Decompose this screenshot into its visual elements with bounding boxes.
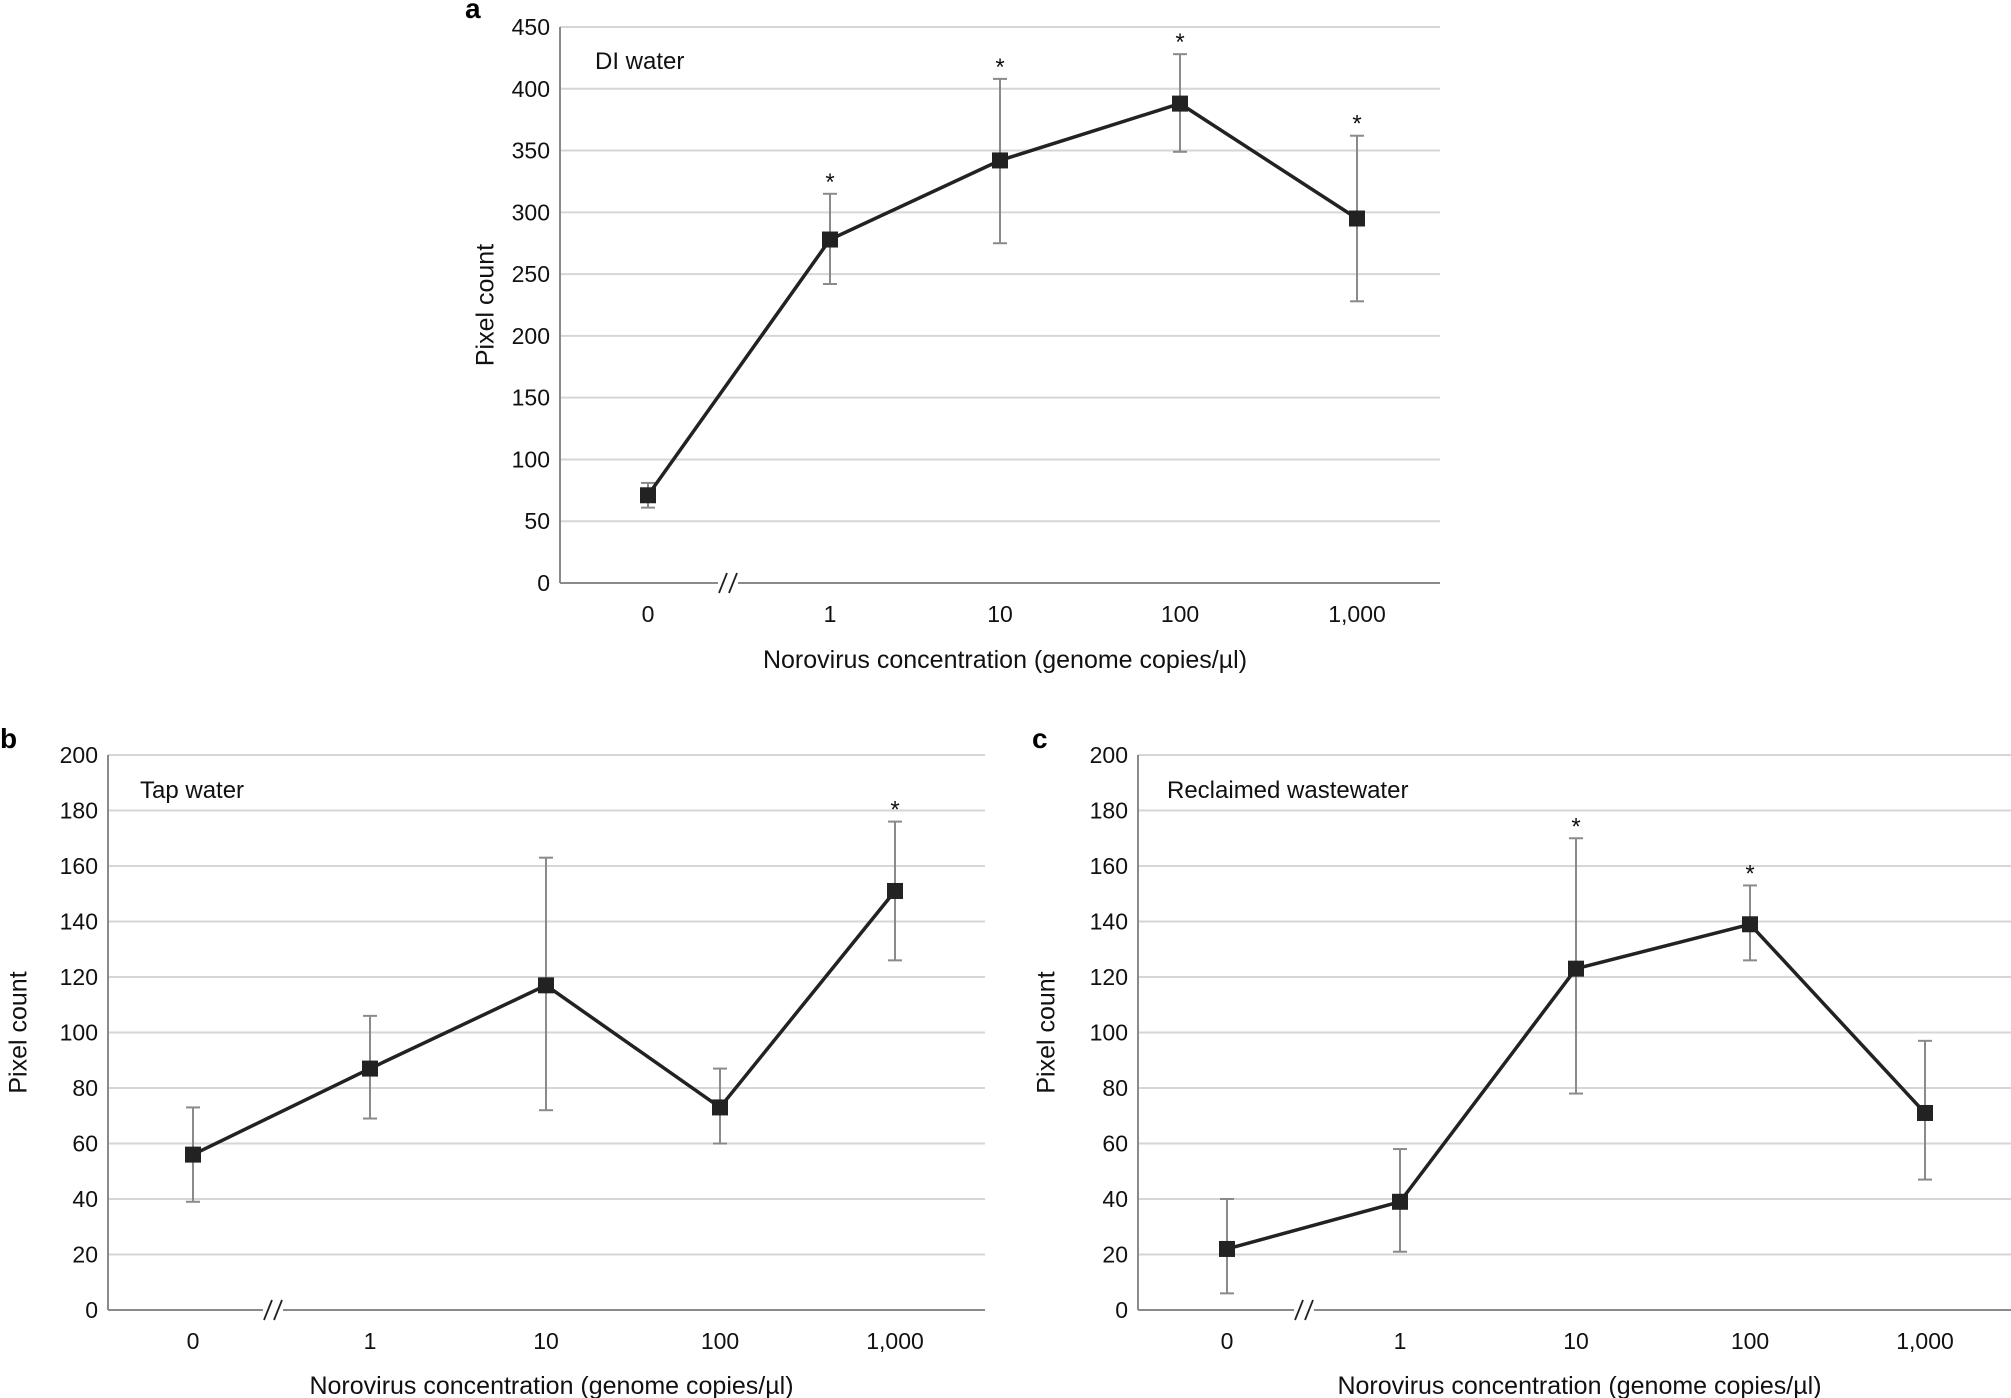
data-point xyxy=(1172,95,1188,112)
x-tick-label: 0 xyxy=(1221,1328,1234,1354)
data-point xyxy=(1349,210,1365,227)
y-tick-label: 180 xyxy=(1090,798,1128,824)
x-tick-label: 100 xyxy=(701,1328,739,1354)
data-point xyxy=(887,882,903,899)
axis-break-mark xyxy=(263,1299,273,1321)
panel-a-chart: a 0 50 100 150 200 250 300 350 400 450 0 1 10 100 1,000… xyxy=(465,0,1440,674)
x-tick-label: 100 xyxy=(1161,601,1199,627)
panel-c-chart: c 0 20 40 60 80 100 120 140 160 180 200 0 1 10 100 1,000… xyxy=(1032,723,2011,1398)
y-tick-label: 40 xyxy=(1102,1186,1128,1212)
y-tick-label: 0 xyxy=(85,1297,98,1323)
data-point xyxy=(992,152,1008,169)
x-tick-label: 0 xyxy=(642,601,655,627)
y-tick-label: 80 xyxy=(1102,1075,1128,1101)
x-tick-label: 10 xyxy=(1563,1328,1589,1354)
data-point xyxy=(185,1146,201,1163)
data-point xyxy=(362,1060,378,1077)
x-tick-label: 1,000 xyxy=(1328,601,1386,627)
y-tick-label: 120 xyxy=(1090,964,1128,990)
data-point xyxy=(1917,1104,1933,1121)
y-tick-label: 300 xyxy=(512,199,550,225)
y-tick-label: 100 xyxy=(512,446,550,472)
y-axis-title: Pixel count xyxy=(472,244,500,366)
y-tick-label: 100 xyxy=(60,1020,98,1046)
data-point xyxy=(538,977,554,994)
data-point xyxy=(1568,960,1584,977)
y-tick-label: 0 xyxy=(1115,1297,1128,1323)
panel-b-chart: b 0 20 40 60 80 100 120 140 160 180 200 0 1 10 100 1,000… xyxy=(0,723,985,1398)
data-point xyxy=(1742,916,1758,933)
y-tick-label: 200 xyxy=(60,742,98,768)
y-tick-label: 160 xyxy=(60,853,98,879)
significance-star: * xyxy=(995,54,1004,81)
significance-star: * xyxy=(890,797,899,824)
data-point xyxy=(712,1099,728,1116)
y-tick-label: 450 xyxy=(512,14,550,40)
panel-letter: a xyxy=(465,0,481,24)
y-tick-label: 140 xyxy=(60,909,98,935)
panel-letter: c xyxy=(1032,723,1048,754)
x-tick-label: 1 xyxy=(1394,1328,1407,1354)
y-tick-label: 60 xyxy=(1102,1131,1128,1157)
y-tick-label: 50 xyxy=(524,508,550,534)
y-tick-label: 200 xyxy=(512,323,550,349)
y-tick-label: 0 xyxy=(537,570,550,596)
data-point xyxy=(1392,1193,1408,1210)
y-tick-label: 350 xyxy=(512,138,550,164)
significance-star: * xyxy=(1571,813,1580,840)
y-tick-label: 250 xyxy=(512,261,550,287)
y-axis-title: Pixel count xyxy=(5,971,33,1093)
y-tick-label: 160 xyxy=(1090,853,1128,879)
x-tick-label: 1,000 xyxy=(866,1328,924,1354)
inset-label: Reclaimed wastewater xyxy=(1167,777,1408,804)
x-tick-label: 0 xyxy=(187,1328,200,1354)
x-axis-title: Norovirus concentration (genome copies/µ… xyxy=(763,646,1247,674)
y-tick-label: 100 xyxy=(1090,1020,1128,1046)
panel-letter: b xyxy=(0,723,17,754)
x-tick-label: 1,000 xyxy=(1896,1328,1954,1354)
axis-break-mark xyxy=(1304,1299,1314,1321)
significance-star: * xyxy=(1175,29,1184,56)
y-tick-label: 40 xyxy=(72,1186,98,1212)
axis-break-mark xyxy=(1294,1299,1304,1321)
x-tick-label: 1 xyxy=(364,1328,377,1354)
y-tick-label: 140 xyxy=(1090,909,1128,935)
y-axis-title: Pixel count xyxy=(1033,971,1061,1093)
significance-star: * xyxy=(1352,111,1361,138)
x-tick-label: 10 xyxy=(987,601,1013,627)
significance-star: * xyxy=(825,169,834,196)
inset-label: Tap water xyxy=(140,777,244,804)
x-tick-label: 100 xyxy=(1731,1328,1769,1354)
data-point xyxy=(1219,1240,1235,1257)
axis-break-mark xyxy=(718,572,728,594)
axis-break-mark xyxy=(728,572,738,594)
y-tick-label: 60 xyxy=(72,1131,98,1157)
x-tick-label: 10 xyxy=(533,1328,559,1354)
x-axis-title: Norovirus concentration (genome copies/µ… xyxy=(1337,1372,1821,1398)
y-tick-label: 150 xyxy=(512,385,550,411)
y-tick-label: 120 xyxy=(60,964,98,990)
x-axis-title: Norovirus concentration (genome copies/µ… xyxy=(309,1372,793,1398)
y-tick-label: 200 xyxy=(1090,742,1128,768)
y-tick-label: 20 xyxy=(1102,1242,1128,1268)
y-tick-label: 180 xyxy=(60,798,98,824)
inset-label: DI water xyxy=(595,48,684,75)
y-tick-label: 20 xyxy=(72,1242,98,1268)
data-point xyxy=(822,231,838,248)
data-point xyxy=(640,487,656,504)
series-line xyxy=(192,889,897,1157)
significance-star: * xyxy=(1745,860,1754,887)
x-tick-label: 1 xyxy=(824,601,837,627)
y-tick-label: 400 xyxy=(512,76,550,102)
y-tick-label: 80 xyxy=(72,1075,98,1101)
axis-break-mark xyxy=(273,1299,283,1321)
